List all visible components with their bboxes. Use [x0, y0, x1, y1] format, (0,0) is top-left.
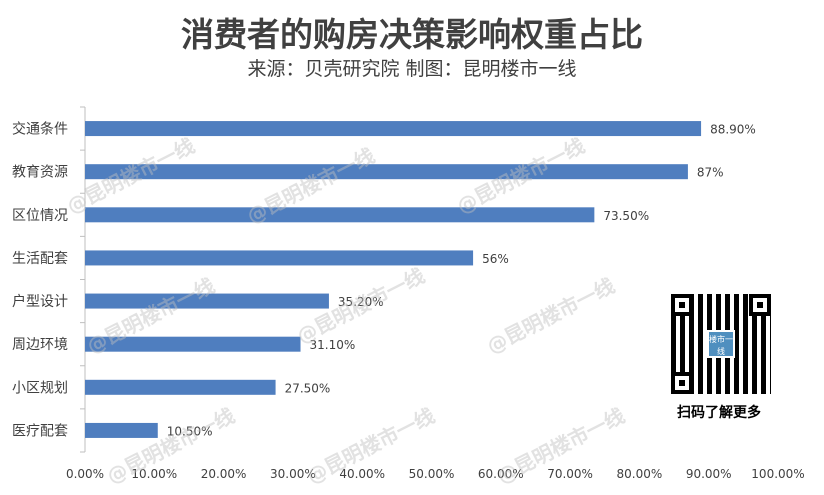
x-tick-label: 10.00% [131, 467, 177, 481]
bar [85, 121, 702, 137]
category-label: 医疗配套 [12, 423, 68, 439]
category-label: 区位情况 [12, 208, 68, 224]
category-label: 小区规划 [12, 380, 68, 396]
category-label: 交通条件 [12, 121, 68, 138]
qr-caption: 扫码了解更多 [677, 405, 761, 421]
category-label: 生活配套 [12, 251, 68, 267]
chart-title: 消费者的购房决策影响权重占比 [181, 15, 643, 54]
bar [85, 422, 158, 438]
x-tick-label: 0.00% [66, 467, 104, 481]
category-label: 教育资源 [12, 165, 68, 181]
bar [85, 336, 301, 352]
qr-code-block: 楼市一线 扫码了解更多 [664, 292, 774, 422]
x-tick-label: 70.00% [547, 467, 593, 481]
x-tick-label: 60.00% [478, 467, 524, 481]
data-label: 27.50% [285, 381, 331, 395]
chart-subtitle: 来源：贝壳研究院 制图：昆明楼市一线 [247, 58, 577, 80]
bar [85, 207, 595, 223]
x-tick-label: 40.00% [339, 467, 385, 481]
data-label: 87% [697, 166, 724, 180]
x-tick-label: 20.00% [201, 467, 247, 481]
data-label: 88.90% [710, 123, 756, 137]
bar [85, 164, 688, 180]
x-tick-label: 80.00% [617, 467, 663, 481]
bar [85, 250, 474, 266]
qr-code-image: 楼市一线 [669, 292, 773, 396]
data-label: 56% [482, 252, 509, 266]
qr-logo: 楼市一线 [707, 330, 735, 358]
bar [85, 379, 276, 395]
x-tick-label: 30.00% [270, 467, 316, 481]
data-label: 73.50% [603, 209, 649, 223]
category-label: 户型设计 [12, 293, 68, 310]
x-tick-label: 100.00% [751, 467, 804, 481]
x-tick-label: 50.00% [409, 467, 455, 481]
data-label: 35.20% [338, 295, 384, 309]
category-label: 周边环境 [12, 337, 68, 353]
bar [85, 293, 329, 309]
data-label: 31.10% [310, 338, 356, 352]
x-tick-label: 90.00% [686, 467, 732, 481]
data-label: 10.50% [167, 424, 213, 438]
